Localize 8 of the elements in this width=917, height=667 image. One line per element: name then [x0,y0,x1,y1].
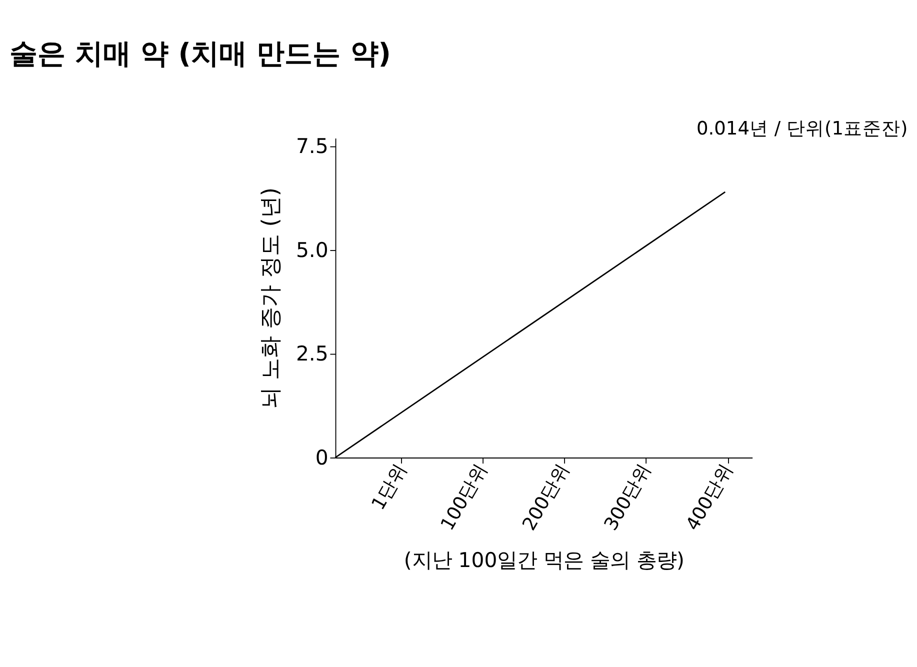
y-tick-label: 2.5 [296,342,328,366]
y-tick-label: 0 [315,445,328,470]
x-axis-title: (지난 100일간 먹은 술의 총량) [404,548,684,572]
annotation: 0.014년 / 단위(1표준잔) [696,118,908,140]
chart-title: 술은 치매 약 (치매 만드는 약) [9,36,391,70]
y-axis-title: 뇌 노화 증가 정도 (년) [257,187,284,410]
y-tick-label: 5.0 [296,238,328,262]
y-tick-label: 7.5 [296,134,328,158]
